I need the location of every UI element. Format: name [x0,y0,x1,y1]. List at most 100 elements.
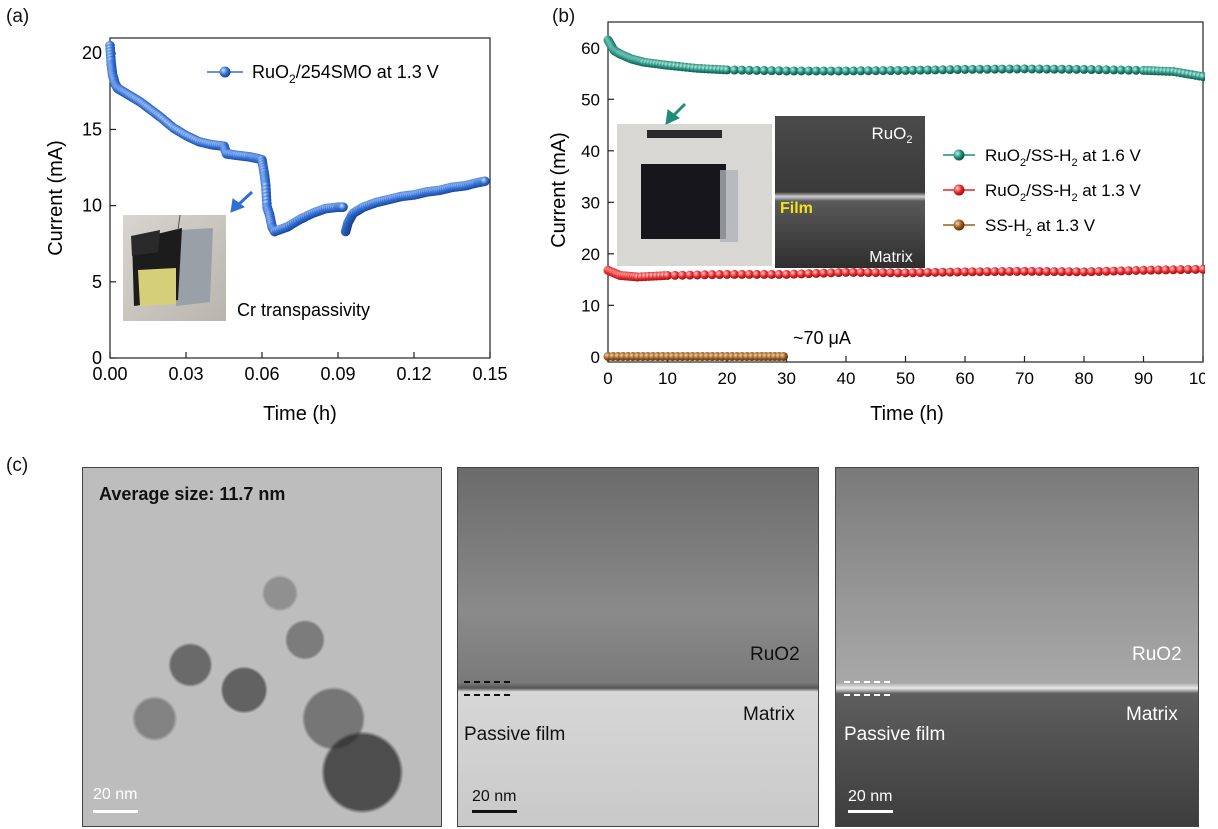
data-point-b [811,66,821,76]
data-point-b [930,267,940,277]
ruo2-label-2: RuO2 [750,644,800,665]
arrow-icon [665,102,687,125]
data-point-b [1146,265,1156,275]
data-point-b [893,65,903,75]
data-point-b [1198,72,1205,82]
ruo2-label-3: RuO2 [1132,644,1182,665]
legend-b-item-1: RuO2/SS-H2 at 1.6 V [985,146,1142,169]
data-point-b [982,267,992,277]
data-point-b [1116,65,1126,75]
panel-label-b: (b) [552,6,576,27]
data-point-b [752,269,762,279]
data-point-b [841,267,851,277]
data-point-b [663,270,672,280]
data-point-b [1176,265,1186,275]
data-point-b [774,269,784,279]
legend-b-item-2: RuO2/SS-H2 at 1.3 V [985,181,1142,204]
data-point-b [1049,267,1059,277]
data-point-b [886,268,896,278]
scalebar-1 [93,810,138,813]
data-point-b [1079,267,1089,277]
a-ytick-label: 5 [92,272,102,292]
data-point-b [752,65,762,75]
data-point-b [744,65,754,75]
data-point-b [1094,266,1104,276]
data-point-b [729,65,739,75]
data-point-b [915,268,925,278]
legend-b: RuO2/SS-H2 at 1.6 V RuO2/SS-H2 at 1.3 V … [943,146,1142,239]
data-point-b [759,269,769,279]
data-point-b [886,66,896,76]
data-point-b [1101,65,1111,75]
data-point-b [893,268,903,278]
data-point-b [1109,65,1119,75]
data-point-b [1183,265,1193,275]
data-point-b [975,64,985,74]
data-point-b [953,267,963,277]
data-point-b [1042,267,1052,277]
data-point-b [1131,265,1141,275]
data-point-b [796,269,806,279]
b-xtick-label: 20 [718,369,737,388]
data-point-b [848,66,858,76]
data-point-b [737,65,747,75]
a-ytick-label: 15 [82,119,102,139]
stem-image-3: RuO2 Matrix Passive film 20 nm [835,467,1199,827]
data-point-b [863,66,873,76]
a-xtick-label: 0.12 [396,364,431,384]
a-xtick-label: 0.09 [320,364,355,384]
scalebar-2 [472,810,517,813]
data-point-b [1116,266,1126,276]
scalebar-label-2: 20 nm [472,788,517,805]
b-ytick-label: 0 [591,348,600,367]
scalebar-label-3: 20 nm [848,788,893,805]
matrix-label-2: Matrix [743,704,795,725]
data-point-b [722,269,732,279]
data-point-b [901,268,910,278]
chart-b: 0 10 20 30 40 50 60 70 80 90 100 0 10 20 30 40 50 60 RuO2… [548,21,1205,425]
data-point-b [878,66,888,76]
data-point-b [796,66,806,76]
data-point-b [945,65,955,75]
data-point-b [826,268,836,278]
inset-photo-b [617,124,772,266]
data-point-b [982,64,992,74]
chart-a: 0.00 0.03 0.06 0.09 0.12 0.15 0 5 10 15 20 Cr tran… [45,37,508,425]
data-point-b [1161,265,1171,275]
data-point-b [1020,266,1029,276]
y-axis-label-a: Current (mA) [45,140,67,256]
scalebar-label-1: 20 nm [93,786,138,803]
x-axis-label-a: Time (h) [263,403,337,425]
data-point-b [1027,64,1037,74]
data-point-b [1012,64,1022,74]
b-xtick-label: 50 [896,369,915,388]
data-point-b [811,268,821,278]
data-point-b [1109,266,1119,276]
data-point-b [1101,266,1111,276]
data-point-b [1168,265,1178,275]
data-point-b [960,64,970,74]
data-point-b [856,267,866,277]
data-point-b [700,270,710,280]
b-xtick-label: 100 [1189,369,1205,388]
data-point-b [901,65,910,75]
inset-tem-b: RuO2 Film Matrix [775,116,925,268]
data-point-b [1072,267,1082,277]
data-point-b [1012,266,1022,276]
b-xtick-label: 80 [1075,369,1094,388]
data-point-b [1005,64,1015,74]
data-point-b [782,66,791,76]
b-xtick-label: 90 [1134,369,1153,388]
data-point-b [1079,64,1089,74]
data-point-b [1020,64,1029,74]
data-point-b [819,268,829,278]
stem-image-2: RuO2 Matrix Passive film 20 nm [457,467,819,827]
b-xtick-label: 70 [1015,369,1034,388]
b-ytick-label: 20 [581,245,600,264]
data-point-a [338,202,348,212]
data-point-b [945,267,955,277]
inset-matrix-label: Matrix [869,249,913,266]
matrix-label-3: Matrix [1126,704,1178,725]
data-point-b [1086,267,1096,277]
a-xtick-label: 0.06 [244,364,279,384]
